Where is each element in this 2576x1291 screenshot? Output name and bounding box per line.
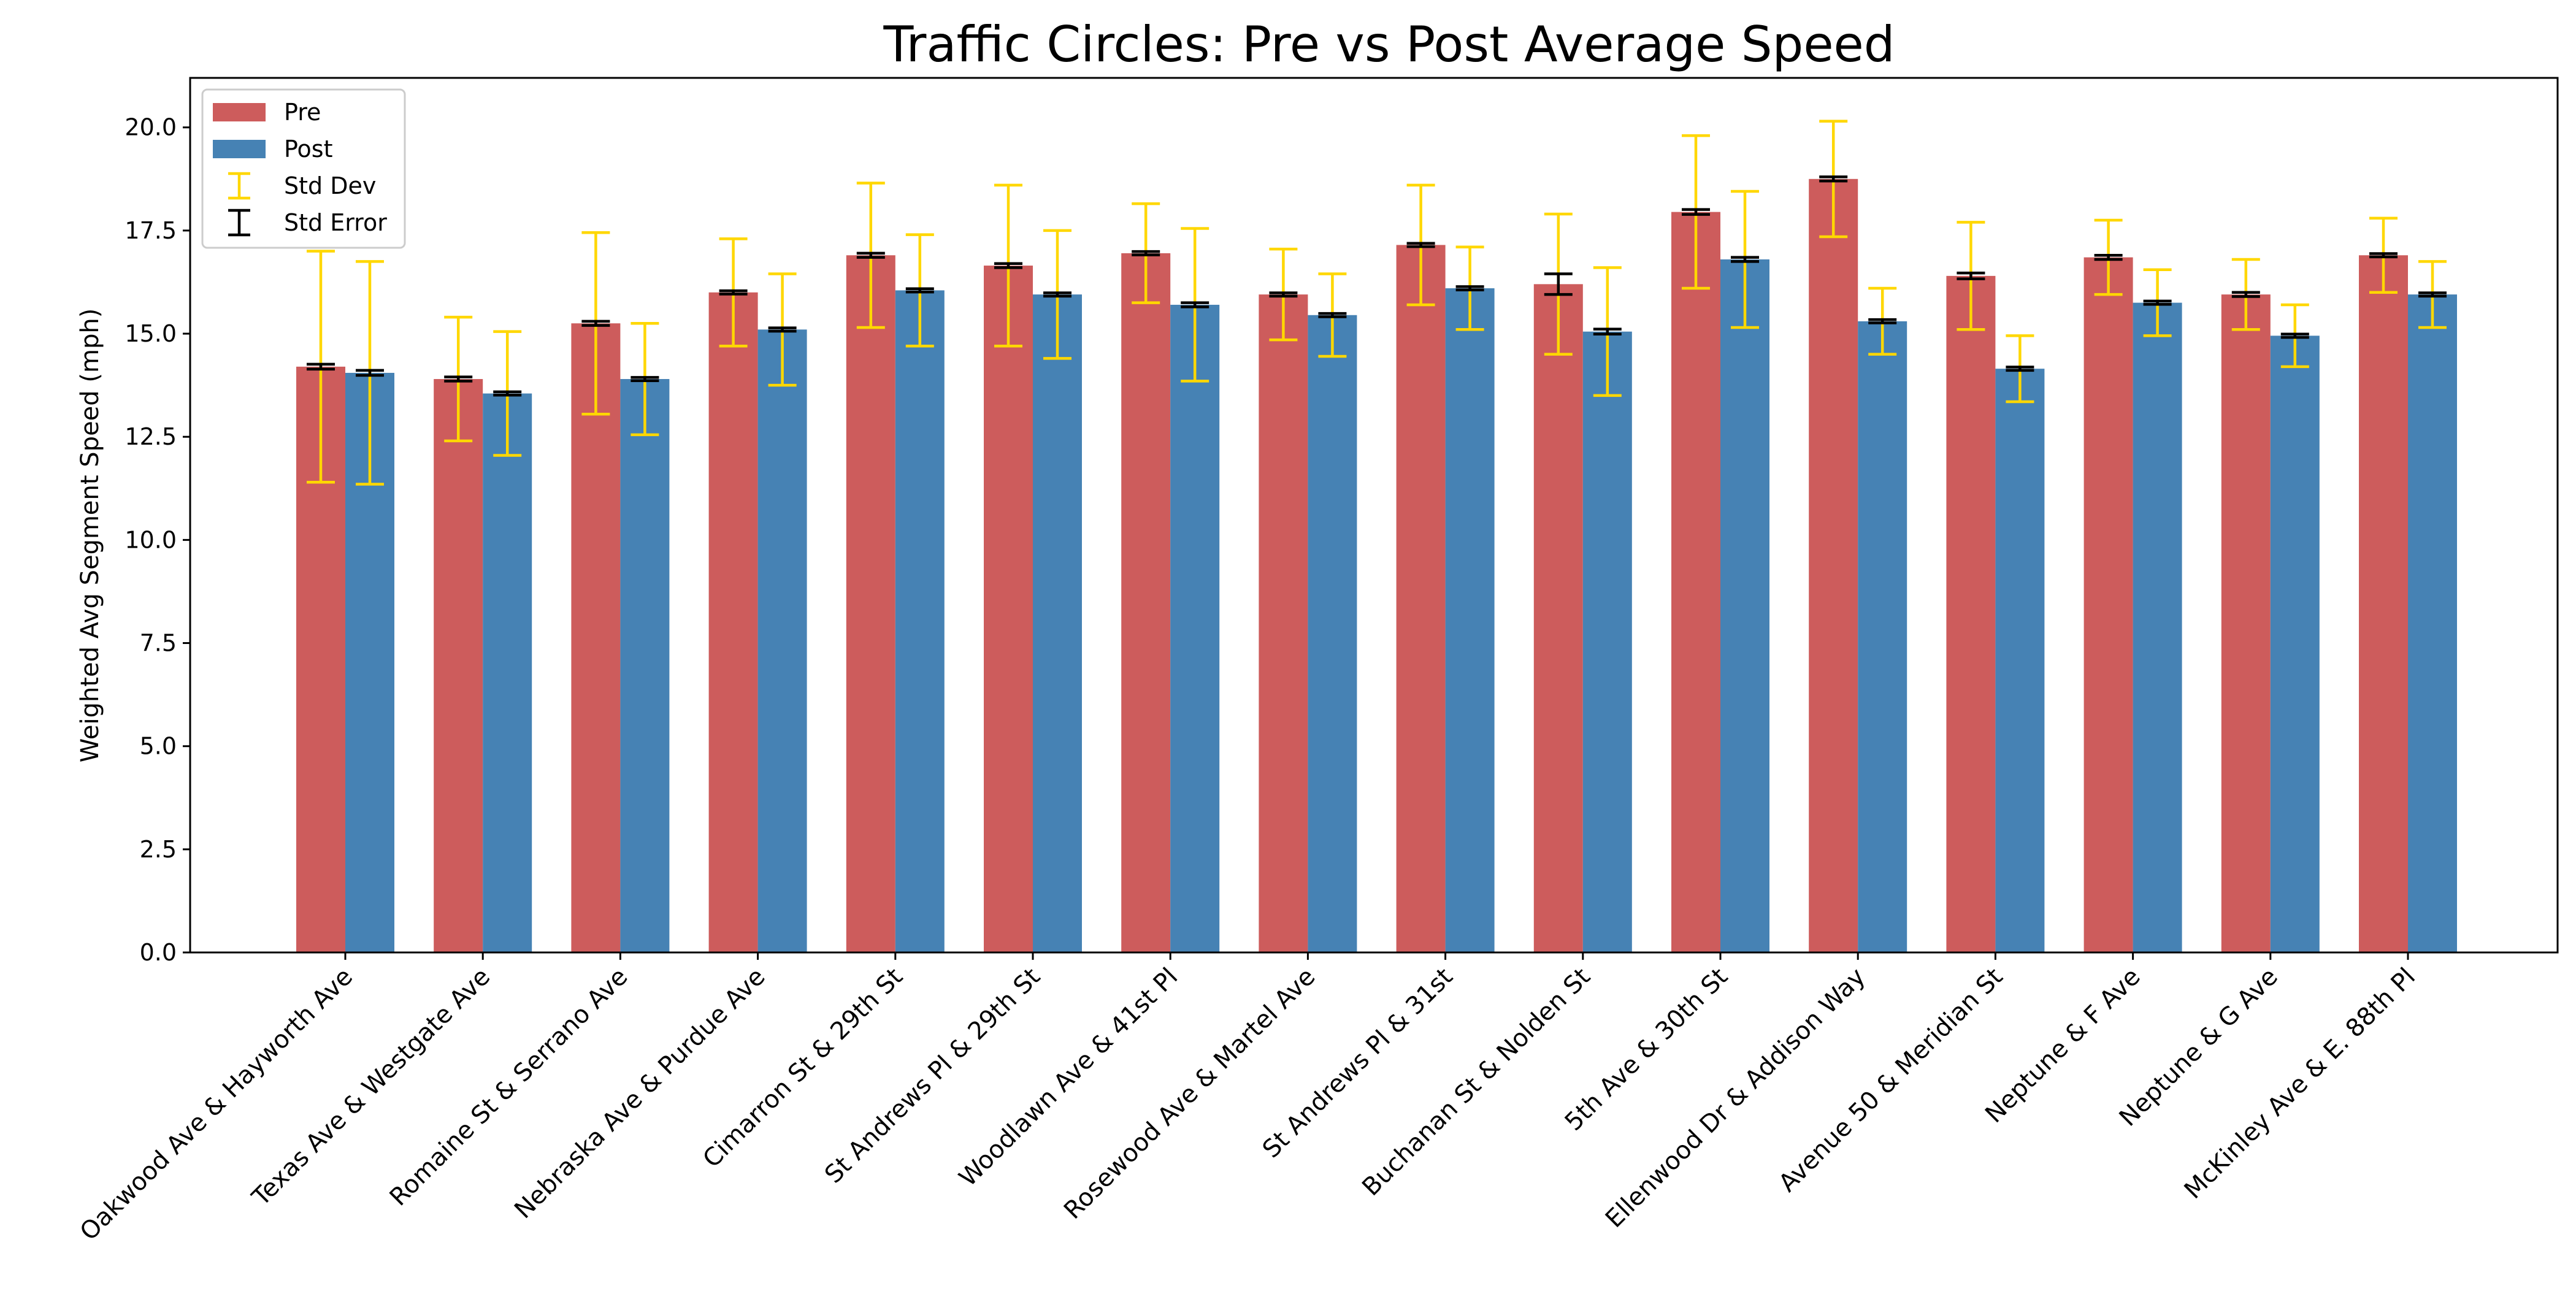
bar-post-8 [1445, 288, 1495, 953]
bar-pre-9 [1533, 284, 1583, 952]
std-err-bar-pre-6 [1132, 250, 1160, 256]
std-err-bar-pre-4 [856, 251, 885, 259]
std-err-bar-post-9 [1593, 328, 1622, 335]
std-err-bar-pre-7 [1269, 291, 1298, 298]
legend: Pre Post Std Dev Std Error [201, 88, 406, 249]
bar-pre-8 [1396, 245, 1446, 952]
x-tick-label: Oakwood Ave & Hayworth Ave [75, 963, 358, 1246]
legend-box [201, 88, 406, 249]
bar-post-7 [1308, 315, 1357, 953]
legend-swatch-post [213, 140, 266, 158]
std-err-bar-pre-3 [719, 289, 748, 296]
bar-post-12 [1995, 369, 2045, 952]
y-axis-title: Weighted Avg Segment Speed (mph) [76, 308, 104, 763]
std-err-bar-pre-1 [444, 375, 473, 383]
bar-pre-7 [1259, 294, 1308, 953]
bar-post-3 [757, 329, 807, 952]
bar-post-14 [2270, 335, 2320, 952]
x-tick-label: Neptune & F Ave [1980, 963, 2146, 1129]
y-tick-label: 15.0 [125, 320, 177, 347]
std-err-bar-post-1 [493, 390, 522, 397]
std-err-bar-post-14 [2280, 332, 2309, 339]
bar-post-1 [483, 393, 532, 952]
chart-title: Traffic Circles: Pre vs Post Average Spe… [883, 16, 1895, 73]
std-err-bar-post-13 [2143, 299, 2172, 306]
std-err-bar-pre-12 [1957, 271, 1985, 280]
std-err-bar-pre-15 [2369, 252, 2398, 259]
std-err-bar-pre-10 [1682, 208, 1710, 216]
legend-label: Std Dev [284, 172, 376, 199]
x-tick-label: Avenue 50 & Meridian St [1773, 963, 2008, 1198]
std-err-bar-post-10 [1731, 256, 1759, 263]
bar-post-2 [620, 379, 670, 952]
legend-swatch-std-dev [228, 172, 250, 200]
bar-post-6 [1170, 304, 1220, 952]
plot-frame [189, 77, 2559, 954]
y-tick-label: 5.0 [140, 733, 177, 760]
bar-pre-5 [984, 266, 1033, 952]
std-err-bar-pre-9 [1544, 272, 1573, 296]
legend-label: Pre [284, 99, 321, 126]
bar-pre-12 [1946, 275, 1996, 952]
legend-swatch-std-err [228, 209, 250, 237]
y-tick-label: 0.0 [140, 939, 177, 966]
bar-post-13 [2133, 302, 2182, 953]
x-tick-label: Rosewood Ave & Martel Ave [1059, 963, 1321, 1225]
bar-pre-10 [1671, 212, 1720, 952]
bar-post-15 [2408, 294, 2457, 953]
bar-pre-11 [1809, 178, 1858, 953]
bar-pre-4 [846, 255, 895, 952]
plot-area: 0.0 2.5 5.0 7.5 10.0 12.5 15.0 17.5 20.0 Oakwood … [75, 77, 2559, 1246]
bar-pre-14 [2221, 294, 2271, 953]
std-err-bar-post-0 [356, 369, 384, 377]
y-tick-label: 17.5 [125, 217, 177, 244]
x-tick-label: Woodlawn Ave & 41st Pl [954, 963, 1183, 1192]
std-err-bar-pre-14 [2231, 291, 2260, 298]
std-err-bar-post-4 [905, 287, 934, 294]
x-tick-label: Nebraska Ave & Purdue Ave [509, 963, 771, 1225]
std-err-bar-pre-5 [994, 262, 1022, 269]
x-tick-label: McKinley Ave & E. 88th Pl [2179, 963, 2421, 1205]
bar-pre-2 [571, 323, 621, 952]
x-tick-label: St Andrews Pl & 29th St [819, 963, 1046, 1189]
y-tick-label: 2.5 [140, 836, 177, 863]
bar-post-9 [1582, 331, 1632, 952]
legend-label: Post [284, 136, 333, 163]
std-err-bar-pre-11 [1819, 175, 1848, 183]
std-err-bar-post-6 [1181, 301, 1209, 308]
std-err-bar-pre-13 [2094, 253, 2123, 261]
bar-post-5 [1033, 294, 1082, 953]
bar-pre-13 [2083, 257, 2133, 952]
bar-post-4 [895, 290, 945, 952]
legend-swatch-pre [213, 103, 266, 121]
std-err-bar-post-11 [1868, 318, 1897, 324]
y-tick-label: 20.0 [125, 114, 177, 141]
bar-post-11 [1858, 321, 1907, 952]
bar-post-10 [1720, 259, 1769, 952]
bar-pre-3 [708, 292, 758, 953]
std-err-bar-pre-8 [1406, 242, 1435, 248]
x-tick-label: Buchanan St & Nolden St [1357, 963, 1596, 1202]
x-tick-label: Texas Ave & Westgate Ave [247, 963, 496, 1212]
std-err-bar-post-12 [2006, 366, 2034, 372]
std-err-bar-post-8 [1455, 285, 1484, 291]
std-err-bar-post-3 [768, 326, 797, 333]
x-tick-label: Romaine St & Serrano Ave [385, 963, 634, 1212]
bar-pre-6 [1121, 253, 1171, 952]
x-tick-label: Ellenwood Dr & Addison Way [1600, 963, 1871, 1233]
std-err-bar-pre-2 [581, 320, 610, 327]
bar-pre-1 [434, 379, 483, 952]
y-tick-label: 7.5 [140, 630, 177, 657]
std-err-bar-post-7 [1318, 312, 1347, 318]
std-err-bar-post-2 [631, 376, 659, 382]
std-err-bar-pre-0 [307, 362, 335, 371]
legend-label: Std Error [284, 209, 387, 236]
std-err-bar-post-5 [1043, 291, 1071, 298]
bar-pre-15 [2359, 255, 2408, 952]
y-tick-label: 12.5 [125, 423, 177, 450]
std-err-bar-post-15 [2418, 291, 2447, 298]
y-tick-label: 10.0 [125, 526, 177, 553]
